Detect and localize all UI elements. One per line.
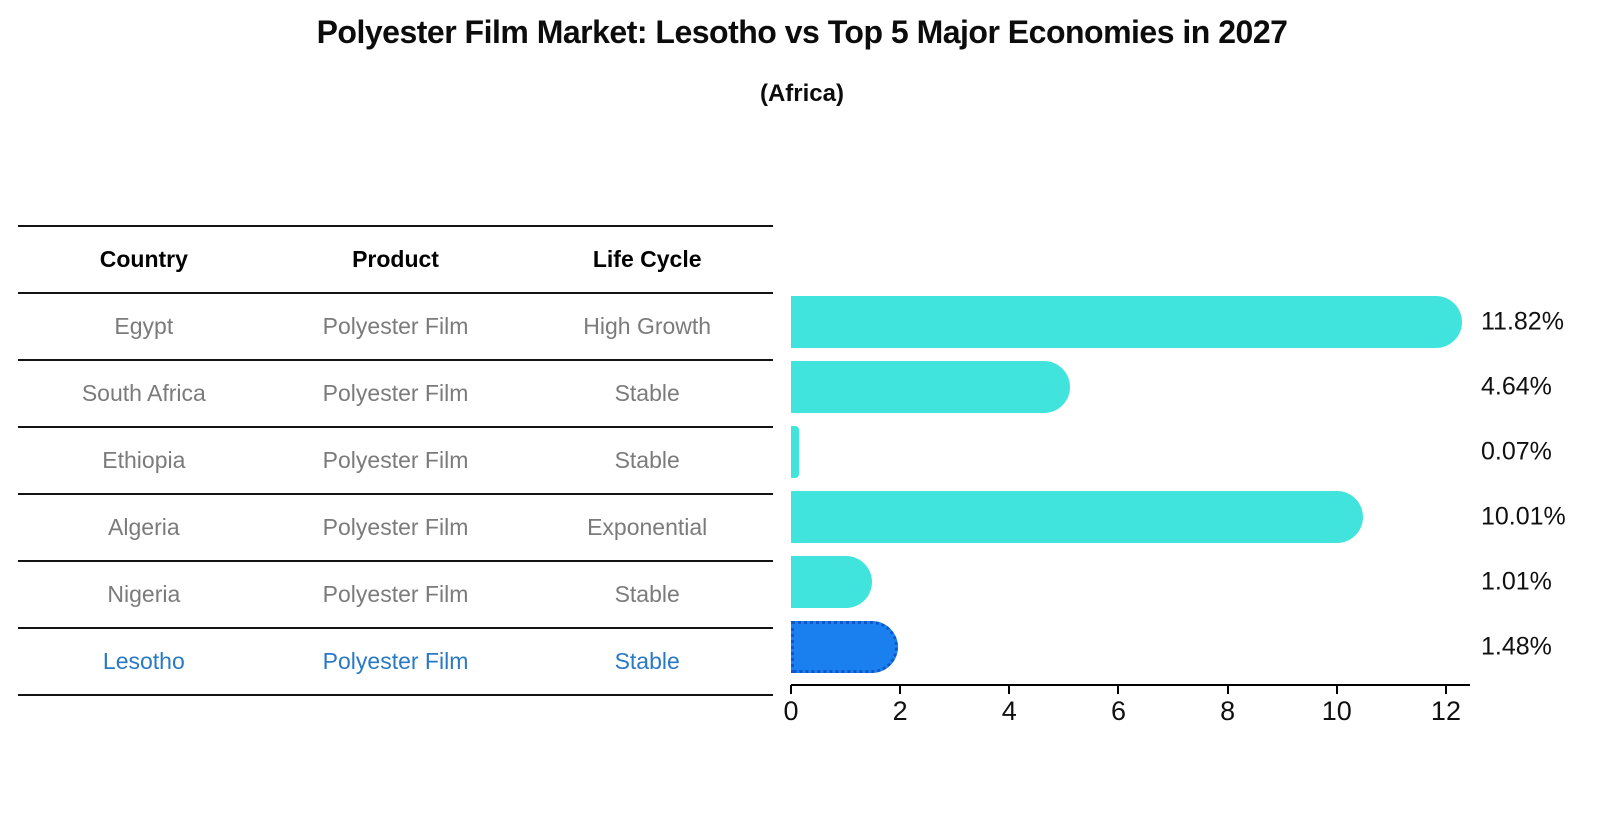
bar-lesotho (791, 621, 898, 673)
cell-country: Nigeria (107, 581, 181, 607)
x-axis-tick-mark (1008, 685, 1011, 694)
table-header-row: Country Product Life Cycle (18, 225, 773, 292)
cell-life-cycle: Exponential (587, 514, 708, 540)
bar-algeria (791, 491, 1364, 543)
table-row-nigeria: Nigeria Polyester Film Stable (18, 560, 773, 627)
x-axis-tick-label: 12 (1430, 696, 1461, 726)
cell-country: Ethiopia (102, 447, 186, 473)
bar-nigeria (791, 556, 873, 608)
cell-country: South Africa (81, 380, 206, 406)
x-axis-tick-mark (1226, 685, 1229, 694)
x-axis-tick-label: 4 (1001, 696, 1017, 726)
cell-life-cycle: Stable (614, 447, 680, 473)
cell-life-cycle: Stable (614, 581, 680, 607)
bar-south-africa (791, 361, 1071, 413)
value-label-nigeria: 1.01% (1481, 567, 1552, 596)
cell-product: Polyester Film (322, 648, 469, 674)
x-axis-tick-label: 2 (892, 696, 908, 726)
x-axis-tick-label: 8 (1220, 696, 1236, 726)
cell-product: Polyester Film (322, 447, 469, 473)
cell-product: Polyester Film (322, 581, 469, 607)
value-label-ethiopia: 0.07% (1481, 437, 1552, 466)
bar-ethiopia (791, 426, 799, 478)
cell-life-cycle: High Growth (583, 313, 712, 339)
x-axis-tick-label: 6 (1110, 696, 1126, 726)
cell-country: Egypt (114, 313, 174, 339)
chart-title: Polyester Film Market: Lesotho vs Top 5 … (316, 14, 1288, 50)
value-label-south-africa: 4.64% (1481, 372, 1552, 401)
bar-egypt (791, 296, 1463, 348)
value-label-lesotho: 1.48% (1481, 632, 1552, 661)
value-label-egypt: 11.82% (1481, 307, 1564, 336)
cell-product: Polyester Film (322, 313, 469, 339)
column-header-life-cycle: Life Cycle (592, 246, 702, 272)
column-header-country: Country (99, 246, 188, 272)
table-row-egypt: Egypt Polyester Film High Growth (18, 292, 773, 359)
chart-subtitle: (Africa) (759, 80, 844, 107)
x-axis-tick-mark (1117, 685, 1120, 694)
data-table: Country Product Life Cycle Egypt Polyest… (18, 225, 773, 696)
x-axis-tick-mark (1444, 685, 1447, 694)
x-axis-tick-mark (1335, 685, 1338, 694)
value-label-algeria: 10.01% (1481, 502, 1566, 531)
column-header-product: Product (352, 246, 439, 272)
cell-product: Polyester Film (322, 380, 469, 406)
table-row-algeria: Algeria Polyester Film Exponential (18, 493, 773, 560)
cell-country: Lesotho (102, 648, 185, 674)
x-axis-tick-label: 10 (1321, 696, 1352, 726)
cell-life-cycle: Stable (614, 380, 680, 406)
x-axis-tick-label: 0 (783, 696, 799, 726)
table-row-ethiopia: Ethiopia Polyester Film Stable (18, 426, 773, 493)
x-axis-line (791, 684, 1470, 686)
table-row-lesotho: Lesotho Polyester Film Stable (18, 627, 773, 694)
x-axis-tick-mark (899, 685, 902, 694)
cell-country: Algeria (108, 514, 180, 540)
table-row-south-africa: South Africa Polyester Film Stable (18, 359, 773, 426)
cell-product: Polyester Film (322, 514, 469, 540)
x-axis-tick-mark (790, 685, 792, 694)
cell-life-cycle: Stable (614, 648, 680, 674)
